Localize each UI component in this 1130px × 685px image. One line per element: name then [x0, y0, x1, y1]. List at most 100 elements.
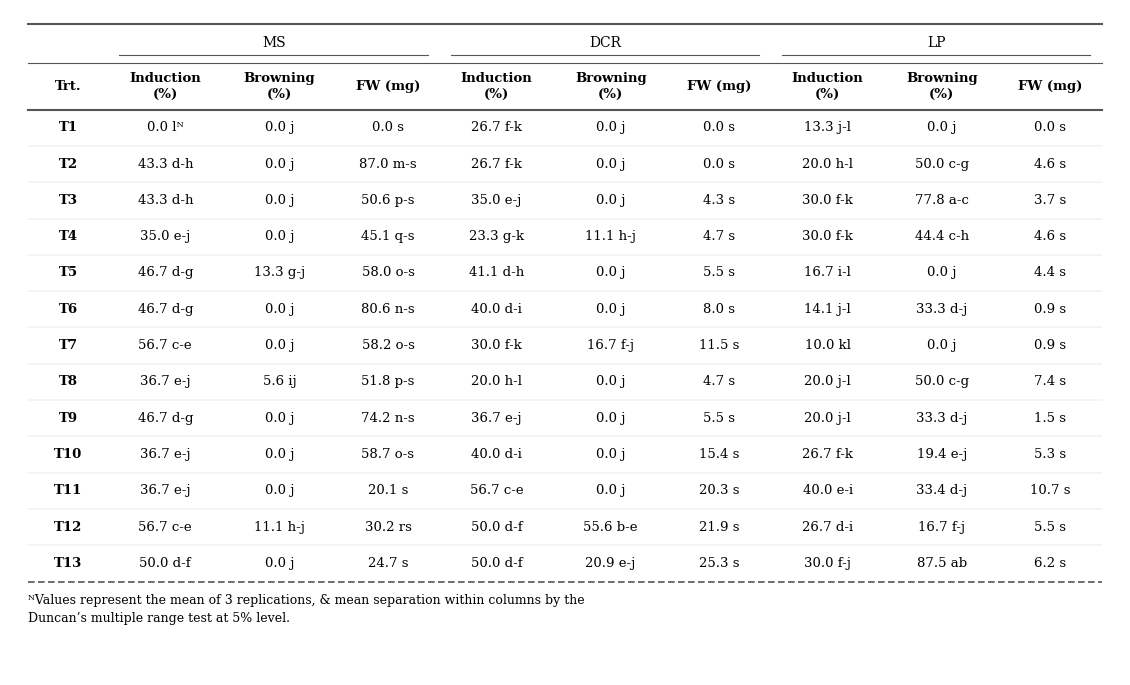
Text: T2: T2: [59, 158, 78, 171]
Text: 43.3 d-h: 43.3 d-h: [138, 158, 193, 171]
Text: 56.7 c-e: 56.7 c-e: [470, 484, 523, 497]
Text: 30.0 f-k: 30.0 f-k: [802, 194, 853, 207]
Text: 0.0 j: 0.0 j: [264, 448, 294, 461]
Text: 50.0 d-f: 50.0 d-f: [139, 557, 191, 570]
Text: 0.0 s: 0.0 s: [703, 158, 736, 171]
Text: 0.0 j: 0.0 j: [596, 121, 625, 134]
Text: 0.0 j: 0.0 j: [264, 339, 294, 352]
Text: 36.7 e-j: 36.7 e-j: [140, 375, 191, 388]
Text: LP: LP: [927, 36, 946, 51]
Text: 20.9 e-j: 20.9 e-j: [585, 557, 636, 570]
Text: 5.5 s: 5.5 s: [703, 412, 736, 425]
Text: 55.6 b-e: 55.6 b-e: [583, 521, 638, 534]
Text: T6: T6: [59, 303, 78, 316]
Text: 74.2 n-s: 74.2 n-s: [362, 412, 415, 425]
Text: 0.0 j: 0.0 j: [596, 266, 625, 279]
Text: Induction
(%): Induction (%): [130, 72, 201, 101]
Text: 50.0 c-g: 50.0 c-g: [915, 375, 968, 388]
Text: 46.7 d-g: 46.7 d-g: [138, 412, 193, 425]
Text: 6.2 s: 6.2 s: [1034, 557, 1067, 570]
Text: 4.4 s: 4.4 s: [1034, 266, 1067, 279]
Text: 51.8 p-s: 51.8 p-s: [362, 375, 415, 388]
Text: 0.0 j: 0.0 j: [596, 412, 625, 425]
Text: 0.0 j: 0.0 j: [264, 484, 294, 497]
Text: 0.9 s: 0.9 s: [1034, 339, 1067, 352]
Text: 13.3 g-j: 13.3 g-j: [254, 266, 305, 279]
Text: 77.8 a-c: 77.8 a-c: [915, 194, 968, 207]
Text: 56.7 c-e: 56.7 c-e: [139, 521, 192, 534]
Text: 50.0 c-g: 50.0 c-g: [915, 158, 968, 171]
Text: 16.7 i-l: 16.7 i-l: [805, 266, 851, 279]
Text: 30.0 f-k: 30.0 f-k: [802, 230, 853, 243]
Text: T12: T12: [54, 521, 82, 534]
Text: 4.7 s: 4.7 s: [703, 375, 736, 388]
Text: 24.7 s: 24.7 s: [367, 557, 408, 570]
Text: 36.7 e-j: 36.7 e-j: [140, 448, 191, 461]
Text: 15.4 s: 15.4 s: [699, 448, 739, 461]
Text: 0.0 lᴺ: 0.0 lᴺ: [147, 121, 184, 134]
Text: 0.0 j: 0.0 j: [596, 375, 625, 388]
Text: 0.0 j: 0.0 j: [596, 158, 625, 171]
Text: 26.7 f-k: 26.7 f-k: [471, 121, 522, 134]
Text: 4.3 s: 4.3 s: [703, 194, 736, 207]
Text: 0.0 s: 0.0 s: [1034, 121, 1067, 134]
Text: 0.0 j: 0.0 j: [264, 158, 294, 171]
Text: 0.0 s: 0.0 s: [703, 121, 736, 134]
Text: 56.7 c-e: 56.7 c-e: [139, 339, 192, 352]
Text: T13: T13: [54, 557, 82, 570]
Text: 0.0 j: 0.0 j: [264, 121, 294, 134]
Text: 35.0 e-j: 35.0 e-j: [140, 230, 191, 243]
Text: 3.7 s: 3.7 s: [1034, 194, 1067, 207]
Text: T3: T3: [59, 194, 78, 207]
Text: 33.4 d-j: 33.4 d-j: [916, 484, 967, 497]
Text: 46.7 d-g: 46.7 d-g: [138, 303, 193, 316]
Text: T1: T1: [59, 121, 78, 134]
Text: Induction
(%): Induction (%): [461, 72, 532, 101]
Text: 30.2 rs: 30.2 rs: [365, 521, 411, 534]
Text: 0.0 j: 0.0 j: [596, 194, 625, 207]
Text: 0.0 j: 0.0 j: [264, 194, 294, 207]
Text: 0.0 j: 0.0 j: [927, 266, 957, 279]
Text: 25.3 s: 25.3 s: [699, 557, 739, 570]
Text: 0.0 s: 0.0 s: [372, 121, 405, 134]
Text: 4.6 s: 4.6 s: [1034, 158, 1067, 171]
Text: Browning
(%): Browning (%): [575, 72, 646, 101]
Text: 44.4 c-h: 44.4 c-h: [915, 230, 968, 243]
Text: 4.6 s: 4.6 s: [1034, 230, 1067, 243]
Text: 30.0 f-j: 30.0 f-j: [805, 557, 851, 570]
Text: T11: T11: [54, 484, 82, 497]
Text: FW (mg): FW (mg): [356, 80, 420, 92]
Text: 0.0 j: 0.0 j: [264, 557, 294, 570]
Text: 26.7 f-k: 26.7 f-k: [471, 158, 522, 171]
Text: 1.5 s: 1.5 s: [1034, 412, 1067, 425]
Text: 21.9 s: 21.9 s: [699, 521, 739, 534]
Text: T4: T4: [59, 230, 78, 243]
Text: 87.5 ab: 87.5 ab: [916, 557, 967, 570]
Text: 20.3 s: 20.3 s: [699, 484, 739, 497]
Text: 0.0 j: 0.0 j: [264, 230, 294, 243]
Text: 0.9 s: 0.9 s: [1034, 303, 1067, 316]
Text: Browning
(%): Browning (%): [244, 72, 315, 101]
Text: 5.5 s: 5.5 s: [1034, 521, 1067, 534]
Text: 0.0 j: 0.0 j: [596, 448, 625, 461]
Text: T10: T10: [54, 448, 82, 461]
Text: Trt.: Trt.: [55, 80, 81, 92]
Text: 23.3 g-k: 23.3 g-k: [469, 230, 524, 243]
Text: 87.0 m-s: 87.0 m-s: [359, 158, 417, 171]
Text: 46.7 d-g: 46.7 d-g: [138, 266, 193, 279]
Text: 40.0 d-i: 40.0 d-i: [471, 303, 522, 316]
Text: 7.4 s: 7.4 s: [1034, 375, 1067, 388]
Text: 4.7 s: 4.7 s: [703, 230, 736, 243]
Text: 5.3 s: 5.3 s: [1034, 448, 1067, 461]
Text: 0.0 j: 0.0 j: [264, 303, 294, 316]
Text: 50.0 d-f: 50.0 d-f: [471, 557, 522, 570]
Text: 36.7 e-j: 36.7 e-j: [471, 412, 522, 425]
Text: 80.6 n-s: 80.6 n-s: [362, 303, 415, 316]
Text: 26.7 f-k: 26.7 f-k: [802, 448, 853, 461]
Text: T9: T9: [59, 412, 78, 425]
Text: 41.1 d-h: 41.1 d-h: [469, 266, 524, 279]
Text: 5.6 ij: 5.6 ij: [262, 375, 296, 388]
Text: 10.0 kl: 10.0 kl: [805, 339, 851, 352]
Text: 0.0 j: 0.0 j: [596, 303, 625, 316]
Text: 20.1 s: 20.1 s: [367, 484, 408, 497]
